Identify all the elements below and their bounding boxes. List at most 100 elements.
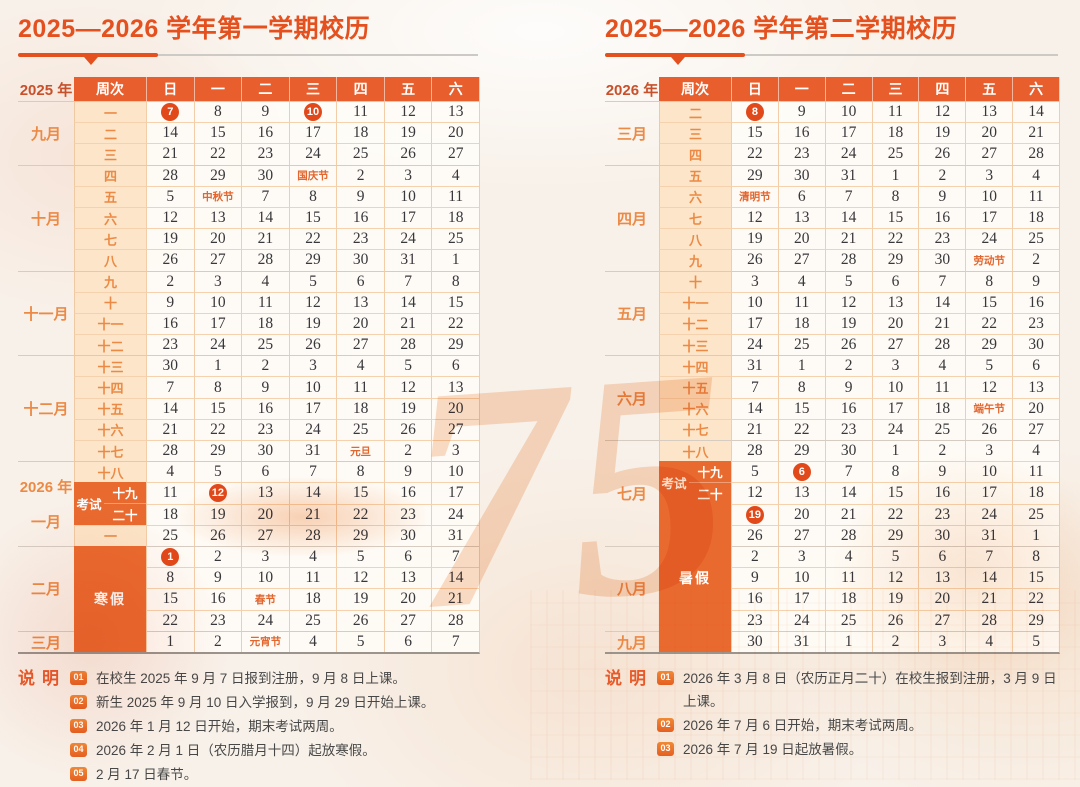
day-header-cell: 一 [193,77,242,101]
day-cell: 26 [965,418,1013,440]
day-cell: 19 [383,122,432,144]
day-cell: 2 [824,355,872,377]
day-cell: 17 [383,206,432,229]
day-cell: 1 [871,440,919,462]
day-cell: 4 [336,355,384,377]
notes-list: 01 2026 年 3 月 8 日（农历正月二十）在校生报到注册，3 月 9 日上… [657,667,1060,762]
day-cell: 24 [288,418,337,440]
day-header-cell: 日 [146,77,194,101]
day-cell: 12 [965,376,1013,398]
day-cell: 2 [241,355,289,377]
day-cell: 22 [965,312,1013,335]
day-cell: 25 [241,334,289,356]
day-cell: 7 [824,185,872,207]
day-cell: 10 [777,567,825,589]
day-cell: 9 [241,101,289,123]
day-cell: 5 [824,270,872,292]
day-cell: 20 [918,588,966,610]
day-cell: 5 [871,545,919,568]
day-cell: 18 [824,588,872,610]
day-cell: 16 [241,397,289,419]
note-item: 05 2 月 17 日春节。 [70,763,480,786]
day-cell: 17 [193,312,242,335]
note-text: 2026 年 7 月 19 日起放暑假。 [683,741,863,757]
week-number-cell: 十七 [659,418,731,440]
day-cell: 26 [731,524,778,546]
day-cell: 8 [871,461,919,483]
day-cell: 14 [1012,101,1059,123]
day-cell: 25 [336,143,384,165]
week-number-cell: 八 [659,228,731,250]
day-cell: 1 [871,164,919,186]
day-cell: 21 [431,588,479,610]
day-cell: 30 [918,524,966,546]
day-cell: 16 [918,206,966,229]
day-cell: 14 [383,291,432,313]
day-cell: 28 [146,440,194,462]
day-cell: 3 [918,630,966,652]
day-cell: 10 [383,185,432,207]
day-cell: 20 [1012,397,1059,419]
day-cell: 9 [383,461,432,483]
month-cell: 六月 [605,355,659,440]
day-cell: 18 [1012,206,1059,229]
week-number-cell: 八 [74,249,146,271]
vacation-block: 暑假 [659,503,731,652]
day-cell: 4 [1012,440,1059,462]
day-cell: 18 [336,397,384,419]
day-cell: 27 [193,249,242,271]
day-cell: 30 [824,440,872,462]
day-cell: 17 [824,122,872,144]
day-cell: 14 [731,397,778,419]
month-cell: 三月 [605,101,659,165]
day-cell: 19 [383,397,432,419]
day-cell: 8 [193,376,242,398]
day-cell: 20 [241,503,289,525]
day-cell: 15 [871,206,919,229]
note-text: 2026 年 2 月 1 日（农历腊月十四）起放寒假。 [96,742,376,758]
semester2-panel: 2025—2026 学年第二学期校历 2026 年周次日一二三四五六三月 四月 五月… [605,12,1060,762]
day-cell: 27 [431,418,479,440]
day-cell: 18 [336,122,384,144]
day-cell: 28 [1012,143,1059,165]
day-cell: 30 [1012,334,1059,356]
day-cell: 15 [431,291,479,313]
month-cell: 十一月 [18,270,74,356]
holiday-cell: 端午节 [965,397,1013,419]
day-cell: 16 [1012,291,1059,313]
day-cell: 6 [777,461,825,483]
week-number-cell: 十八 [74,461,146,483]
day-cell: 15 [193,122,242,144]
day-cell: 31 [965,524,1013,546]
note-number-badge: 03 [70,718,87,733]
day-cell: 14 [146,122,194,144]
day-cell: 19 [824,312,872,335]
day-cell: 6 [336,270,384,292]
day-cell: 13 [193,206,242,229]
day-cell: 26 [383,418,432,440]
day-cell: 1 [1012,524,1059,546]
day-cell: 9 [824,376,872,398]
day-cell: 7 [431,545,479,568]
day-cell: 7 [918,270,966,292]
day-cell: 17 [965,482,1013,504]
day-cell: 20 [777,503,825,525]
day-cell: 10 [288,101,337,123]
day-cell: 10 [193,291,242,313]
day-cell: 24 [731,334,778,356]
day-cell: 27 [336,334,384,356]
year-header-cell: 2025 年 [19,81,73,99]
calendar-grid: 2026 年周次日一二三四五六三月 四月 五月 六月 七月 八月 九月二 8 9 10 11 12 13… [605,77,1060,654]
week-number-cell: 十二 [659,312,731,335]
day-cell: 13 [1012,376,1059,398]
day-cell: 15 [288,206,337,229]
day-cell: 15 [731,122,778,144]
day-cell: 27 [918,609,966,631]
day-header-cell: 二 [241,77,289,101]
day-cell: 10 [871,376,919,398]
day-cell: 26 [383,143,432,165]
day-cell: 30 [731,630,778,652]
day-cell: 23 [777,143,825,165]
note-number-badge: 02 [657,717,674,732]
day-cell: 9 [777,101,825,123]
